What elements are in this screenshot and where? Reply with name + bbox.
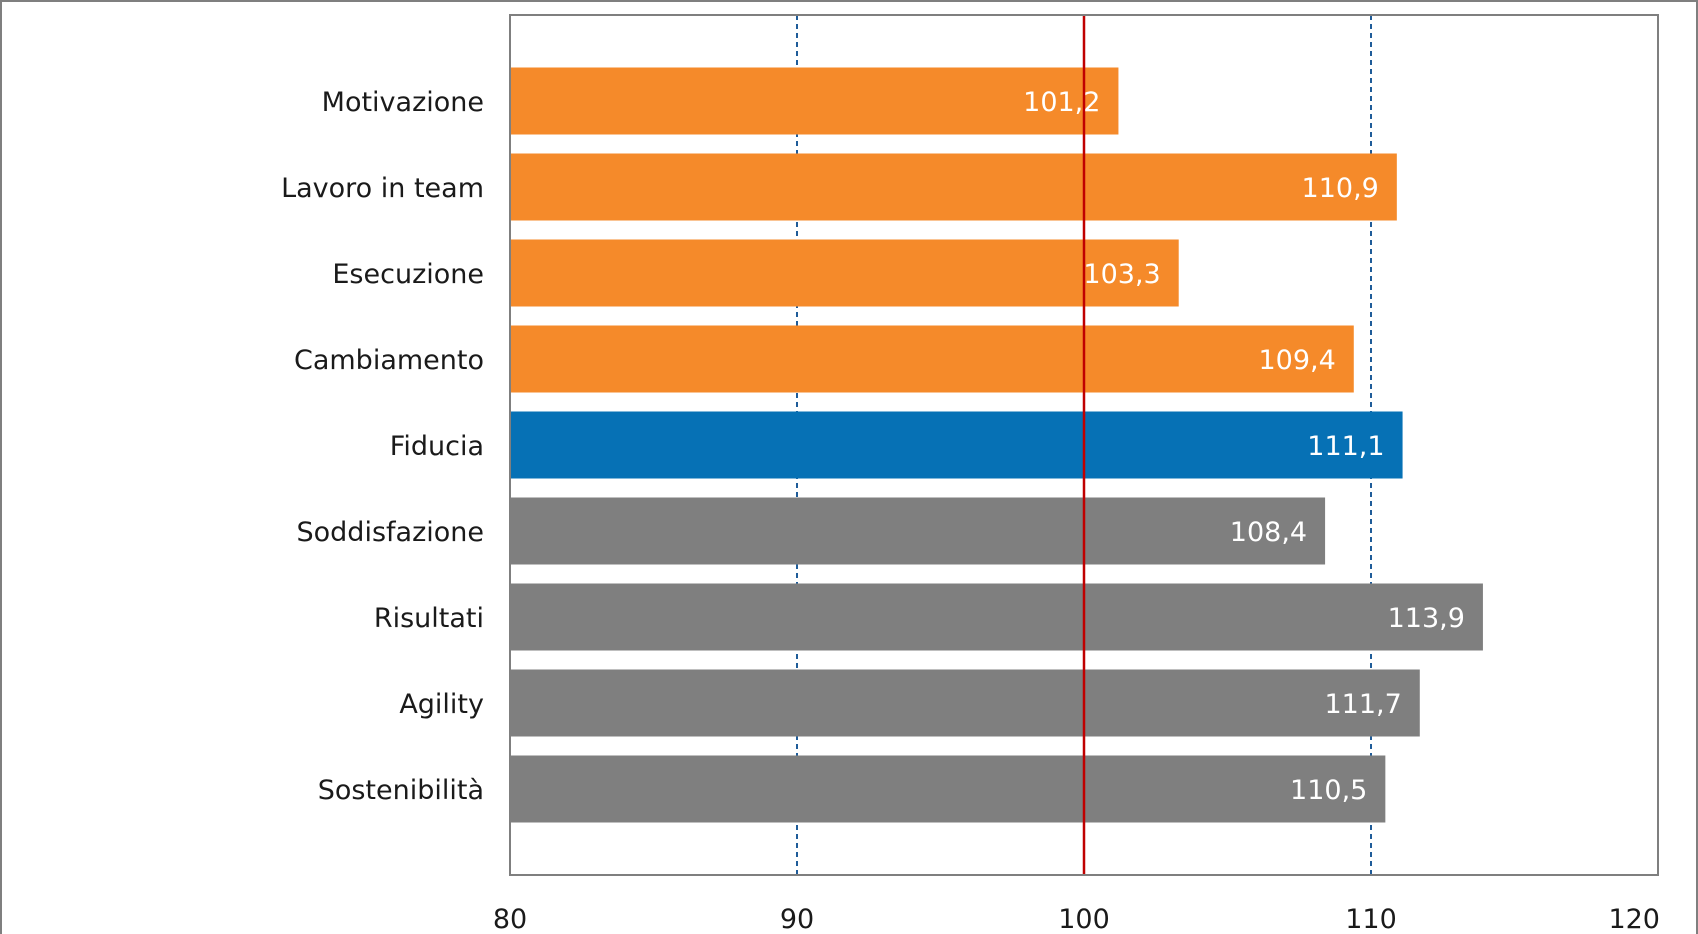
x-tick-label-80: 80 [493,904,527,934]
category-label-4: Cambiamento [294,345,484,376]
bar-7 [510,583,1483,651]
value-label-4: 109,4 [1258,345,1335,376]
bar-5 [510,411,1403,479]
bar-8 [510,669,1420,737]
value-label-3: 103,3 [1083,259,1160,290]
category-label-2: Lavoro in team [281,173,484,204]
bar-9 [510,755,1386,823]
value-label-2: 110,9 [1302,173,1379,204]
x-tick-label-100: 100 [1058,904,1110,934]
category-label-1: Motivazione [322,87,484,118]
value-label-9: 110,5 [1290,775,1367,806]
category-label-3: Esecuzione [332,259,484,290]
bar-3 [510,239,1179,307]
value-label-5: 111,1 [1307,431,1384,462]
category-label-5: Fiducia [390,431,484,462]
category-label-9: Sostenibilità [318,775,484,806]
plot-area-border [509,14,1659,876]
bar-2 [510,153,1397,221]
value-label-8: 111,7 [1324,689,1401,720]
x-tick-label-120: 120 [1608,904,1660,934]
x-tick-label-110: 110 [1345,904,1397,934]
category-label-6: Soddisfazione [297,517,484,548]
bar-1 [510,67,1119,135]
x-tick-label-90: 90 [780,904,814,934]
value-label-1: 101,2 [1023,87,1100,118]
category-label-8: Agility [399,689,484,720]
bar-4 [510,325,1354,393]
labels: 101,2 Motivazione 110,9 Lavoro in team 103,3… [281,87,1660,934]
value-label-7: 113,9 [1388,603,1465,634]
value-label-6: 108,4 [1230,517,1307,548]
category-label-7: Risultati [374,603,484,634]
bars [510,67,1483,823]
bar-6 [510,497,1326,565]
